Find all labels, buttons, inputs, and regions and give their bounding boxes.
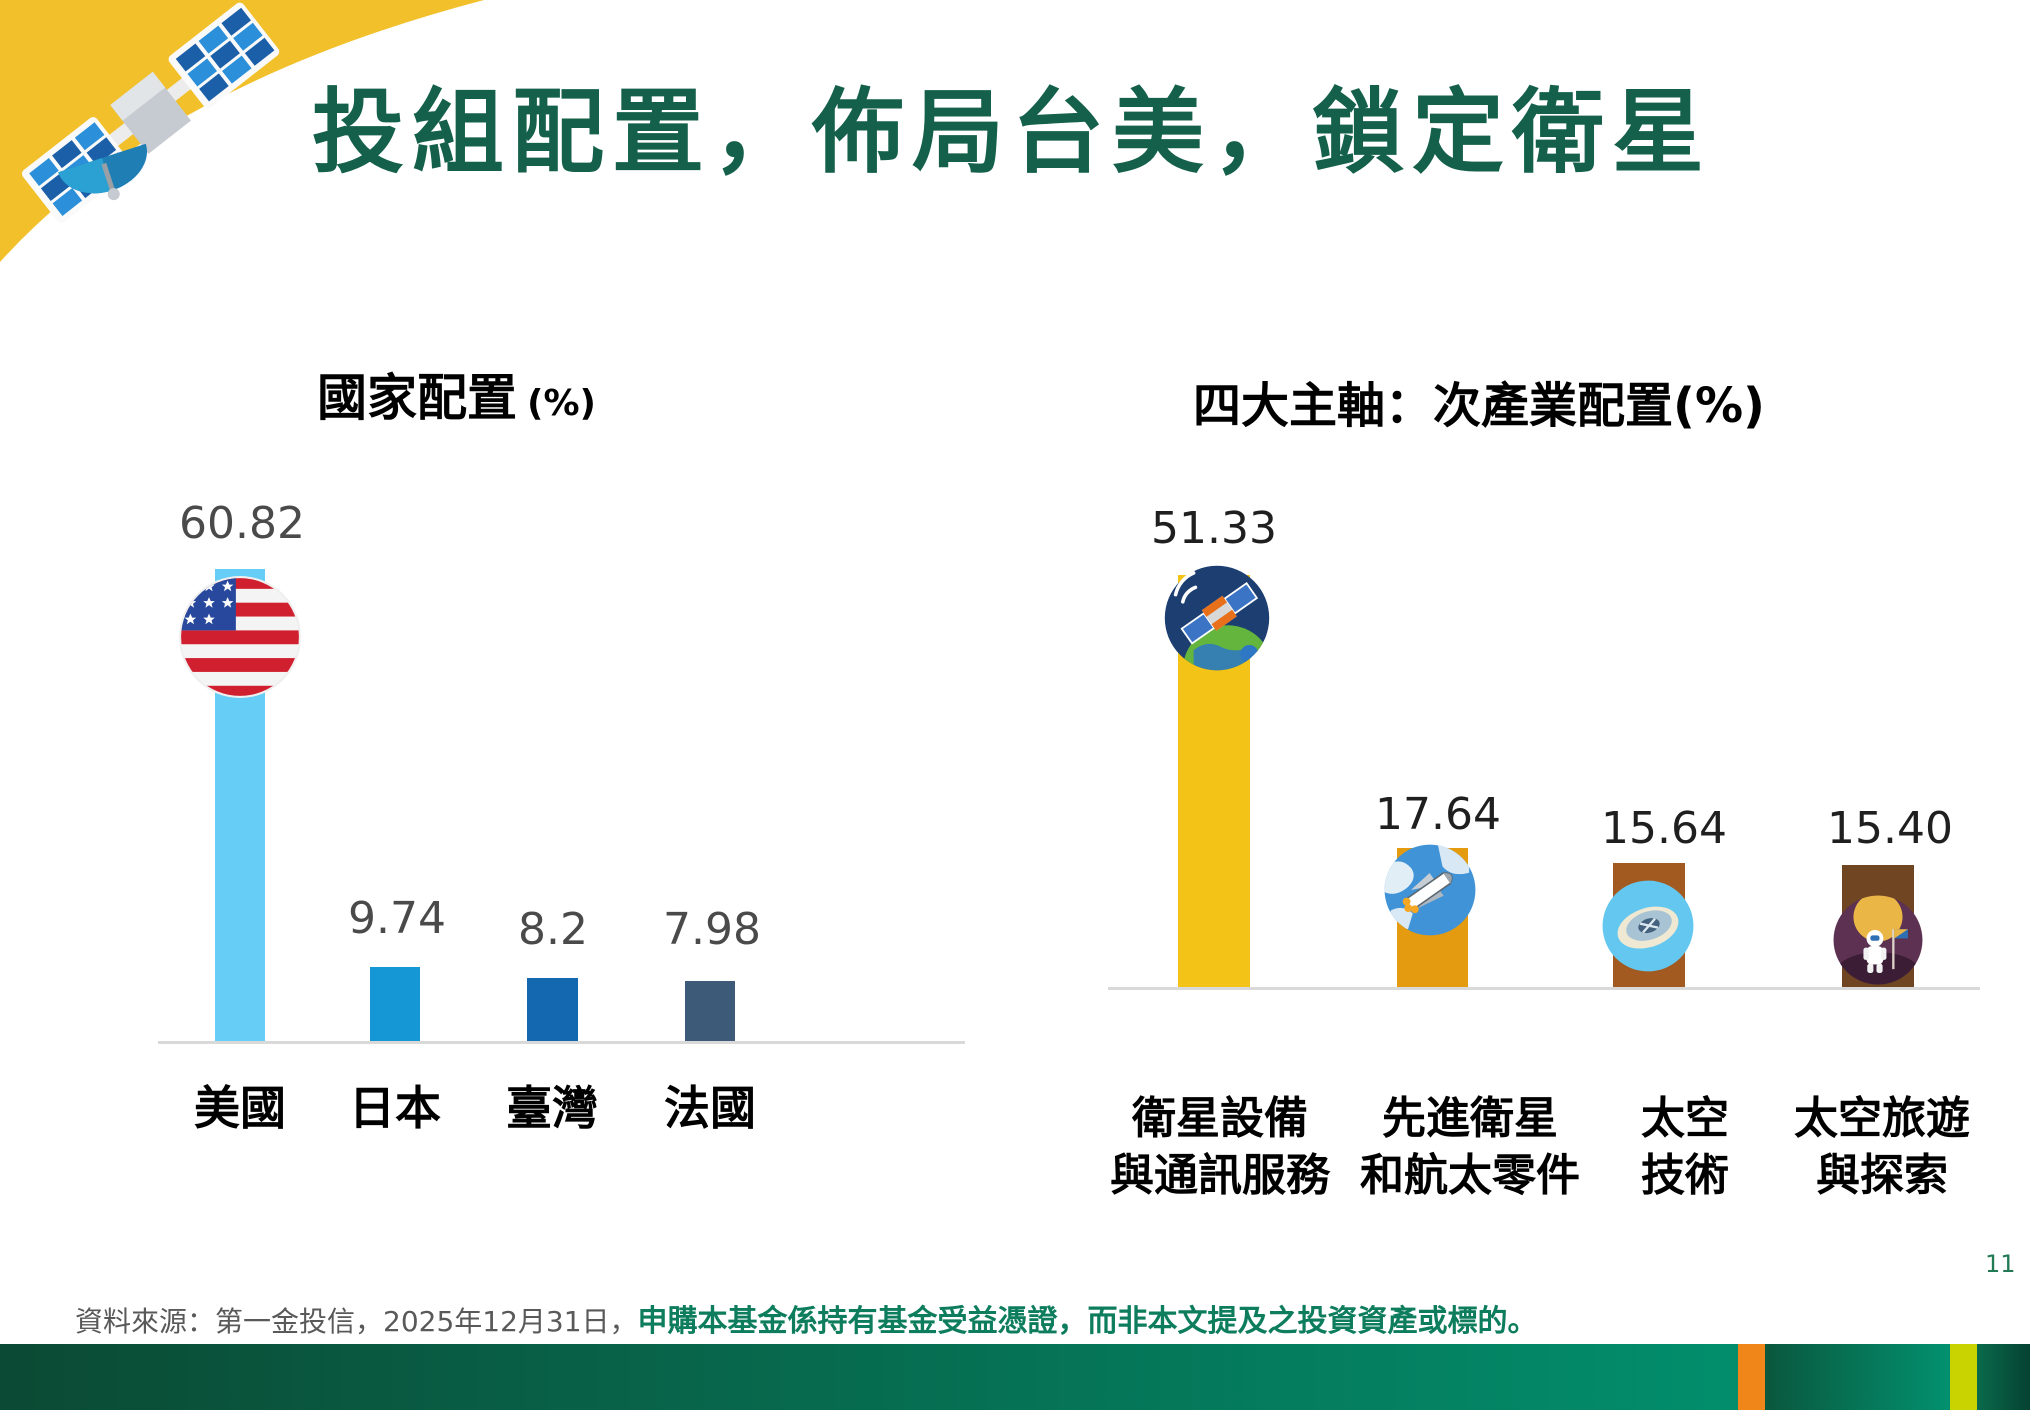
ribbon-orange-strip bbox=[1738, 1344, 1765, 1410]
category-label-advanced-satellite: 先進衛星 和航太零件 bbox=[1310, 1090, 1630, 1204]
bar-taiwan bbox=[527, 978, 578, 1043]
left-chart-title-unit: (%) bbox=[527, 383, 596, 424]
category-line: 與探索 bbox=[1816, 1150, 1948, 1202]
category-line: 先進衛星 bbox=[1382, 1093, 1558, 1144]
left-chart-title-text: 國家配置 bbox=[317, 369, 517, 427]
satellite-earth-icon bbox=[1164, 565, 1270, 671]
ribbon-yellow-strip bbox=[1950, 1344, 1977, 1410]
category-line: 技術 bbox=[1641, 1150, 1729, 1202]
right-chart-title: 四大主軸：次產業配置(%) bbox=[1193, 378, 1765, 434]
footer: 資料來源：第一金投信，2025年12月31日，申購本基金係持有基金受益憑證，而非… bbox=[75, 1296, 1538, 1340]
astronaut-moon-icon bbox=[1833, 895, 1923, 985]
footer-disclaimer: 申購本基金係持有基金受益憑證，而非本文提及之投資資產或標的。 bbox=[637, 1304, 1538, 1339]
value-label-us: 60.82 bbox=[179, 498, 305, 549]
page-title: 投組配置，佈局台美，鎖定衛星 bbox=[312, 79, 1713, 186]
category-line: 太空旅遊 bbox=[1794, 1093, 1970, 1144]
footer-source: 資料來源：第一金投信，2025年12月31日， bbox=[75, 1305, 638, 1338]
ribbon-green-end bbox=[1977, 1344, 2030, 1410]
category-label-us: 美國 bbox=[194, 1081, 286, 1135]
value-label-space-tech: 15.64 bbox=[1601, 803, 1727, 854]
category-label-france: 法國 bbox=[664, 1081, 756, 1135]
category-line: 太空 bbox=[1641, 1093, 1729, 1144]
category-line: 與通訊服務 bbox=[1110, 1150, 1330, 1202]
left-chart-title: 國家配置 (%) bbox=[317, 358, 596, 430]
ribbon-green-main bbox=[0, 1344, 1738, 1410]
us-flag-icon bbox=[179, 576, 301, 698]
corner-swoosh bbox=[0, 0, 484, 262]
satellite-dish-icon bbox=[1602, 880, 1694, 972]
category-label-space-tech: 太空 技術 bbox=[1525, 1090, 1845, 1204]
ribbon-green-mid bbox=[1765, 1344, 1950, 1410]
value-label-satellite-services: 51.33 bbox=[1151, 503, 1277, 554]
value-label-advanced-satellite: 17.64 bbox=[1375, 789, 1501, 840]
category-label-space-travel: 太空旅遊 與探索 bbox=[1722, 1090, 2030, 1204]
category-line: 和航太零件 bbox=[1360, 1150, 1580, 1202]
left-axis-baseline bbox=[158, 1041, 965, 1044]
value-label-taiwan: 8.2 bbox=[518, 904, 588, 955]
value-label-space-travel: 15.40 bbox=[1827, 803, 1953, 854]
category-line: 衛星設備 bbox=[1132, 1093, 1308, 1144]
value-label-japan: 9.74 bbox=[348, 893, 446, 944]
right-axis-baseline bbox=[1108, 987, 1980, 990]
bar-japan bbox=[370, 967, 420, 1043]
value-label-france: 7.98 bbox=[663, 904, 761, 955]
category-label-satellite-services: 衛星設備 與通訊服務 bbox=[1060, 1090, 1380, 1204]
category-label-taiwan: 臺灣 bbox=[506, 1081, 598, 1135]
category-label-japan: 日本 bbox=[349, 1081, 441, 1135]
shuttle-earth-icon bbox=[1384, 844, 1476, 936]
bar-france bbox=[685, 981, 735, 1043]
page-number: 11 bbox=[1985, 1250, 2016, 1278]
